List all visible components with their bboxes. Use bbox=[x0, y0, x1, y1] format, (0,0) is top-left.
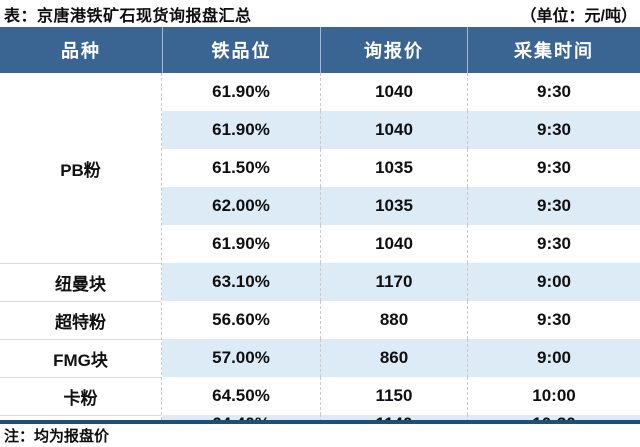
variety-label: PB粉 bbox=[60, 160, 101, 180]
time-cell: 9:00 bbox=[467, 263, 640, 301]
time-cell: 9:30 bbox=[467, 301, 640, 339]
time-cell: 9:30 bbox=[467, 73, 640, 111]
table-row: 57.00% 860 9:00 bbox=[162, 339, 640, 377]
grade-cell: 64.50% bbox=[212, 386, 270, 405]
price-cell: 880 bbox=[320, 301, 467, 339]
header-variety: 品种 bbox=[61, 41, 101, 61]
header-price: 询报价 bbox=[320, 27, 467, 73]
time-cell: 9:30 bbox=[467, 187, 640, 225]
page-title: 表：京唐港铁矿石现货询报盘汇总 bbox=[4, 7, 252, 25]
grade-cell: 61.50% bbox=[212, 158, 270, 177]
price-cell: 1035 bbox=[320, 149, 467, 187]
table-row: 61.50% 1035 9:30 bbox=[162, 149, 640, 187]
table-row: 64.50% 1150 10:00 bbox=[162, 377, 640, 415]
table-header-row: 品种 铁品位 询报价 采集时间 bbox=[0, 27, 640, 73]
grade-cell: 61.90% bbox=[212, 82, 270, 101]
clipped-row: 64.40%114010:30 bbox=[162, 415, 640, 420]
variety-cell: 超特粉 bbox=[0, 301, 161, 339]
table-row: 62.00% 1035 9:30 bbox=[162, 187, 640, 225]
time-cell: 9:00 bbox=[467, 339, 640, 377]
variety-cell: 纽曼块 bbox=[0, 263, 161, 301]
table-row: 61.90% 1040 9:30 bbox=[162, 73, 640, 111]
variety-stub bbox=[0, 415, 161, 420]
time-cell: 9:30 bbox=[467, 225, 640, 263]
price-cell: 1035 bbox=[320, 187, 467, 225]
variety-cell: PB粉 bbox=[0, 73, 161, 263]
header-time: 采集时间 bbox=[467, 27, 640, 73]
unit-label: （单位：元/吨） bbox=[520, 7, 637, 25]
table-row: 56.60% 880 9:30 bbox=[162, 301, 640, 339]
grade-cell: 61.90% bbox=[212, 120, 270, 139]
price-cell: 1170 bbox=[320, 263, 467, 301]
price-cell: 1150 bbox=[320, 377, 467, 415]
grade-cell: 61.90% bbox=[212, 234, 270, 253]
grade-cell: 64.40% bbox=[162, 415, 320, 420]
grade-cell: 57.00% bbox=[212, 348, 270, 367]
price-cell: 1040 bbox=[320, 225, 467, 263]
price-cell: 860 bbox=[320, 339, 467, 377]
header-grade: 铁品位 bbox=[162, 27, 320, 73]
grade-cell: 56.60% bbox=[212, 310, 270, 329]
variety-label: 纽曼块 bbox=[55, 275, 106, 294]
table-body: PB粉 纽曼块 超特粉 FMG块 卡粉 61.90% 1040 9:30 61.… bbox=[0, 73, 640, 420]
variety-label: 超特粉 bbox=[55, 313, 106, 332]
table-row: 63.10% 1170 9:00 bbox=[162, 263, 640, 301]
price-cell: 1140 bbox=[320, 415, 467, 420]
price-cell: 1040 bbox=[320, 73, 467, 111]
time-cell: 10:30 bbox=[467, 415, 640, 420]
table-row: 61.90% 1040 9:30 bbox=[162, 225, 640, 263]
variety-column: PB粉 纽曼块 超特粉 FMG块 卡粉 bbox=[0, 73, 162, 420]
variety-cell: 卡粉 bbox=[0, 377, 161, 415]
variety-label: 卡粉 bbox=[63, 389, 98, 408]
grade-cell: 62.00% bbox=[212, 196, 270, 215]
variety-cell: FMG块 bbox=[0, 339, 161, 377]
rows-column: 61.90% 1040 9:30 61.90% 1040 9:30 61.50%… bbox=[162, 73, 640, 420]
title-bar: 表：京唐港铁矿石现货询报盘汇总 （单位：元/吨） bbox=[0, 0, 640, 27]
variety-label: FMG块 bbox=[53, 351, 108, 370]
price-cell: 1040 bbox=[320, 111, 467, 149]
time-cell: 9:30 bbox=[467, 149, 640, 187]
time-cell: 10:00 bbox=[467, 377, 640, 415]
grade-cell: 63.10% bbox=[212, 272, 270, 291]
quote-table: 品种 铁品位 询报价 采集时间 PB粉 纽曼块 超特粉 FMG块 卡粉 61.9… bbox=[0, 27, 640, 424]
table-row: 61.90% 1040 9:30 bbox=[162, 111, 640, 149]
time-cell: 9:30 bbox=[467, 111, 640, 149]
footnote: 注：均为报盘价 bbox=[4, 427, 110, 445]
